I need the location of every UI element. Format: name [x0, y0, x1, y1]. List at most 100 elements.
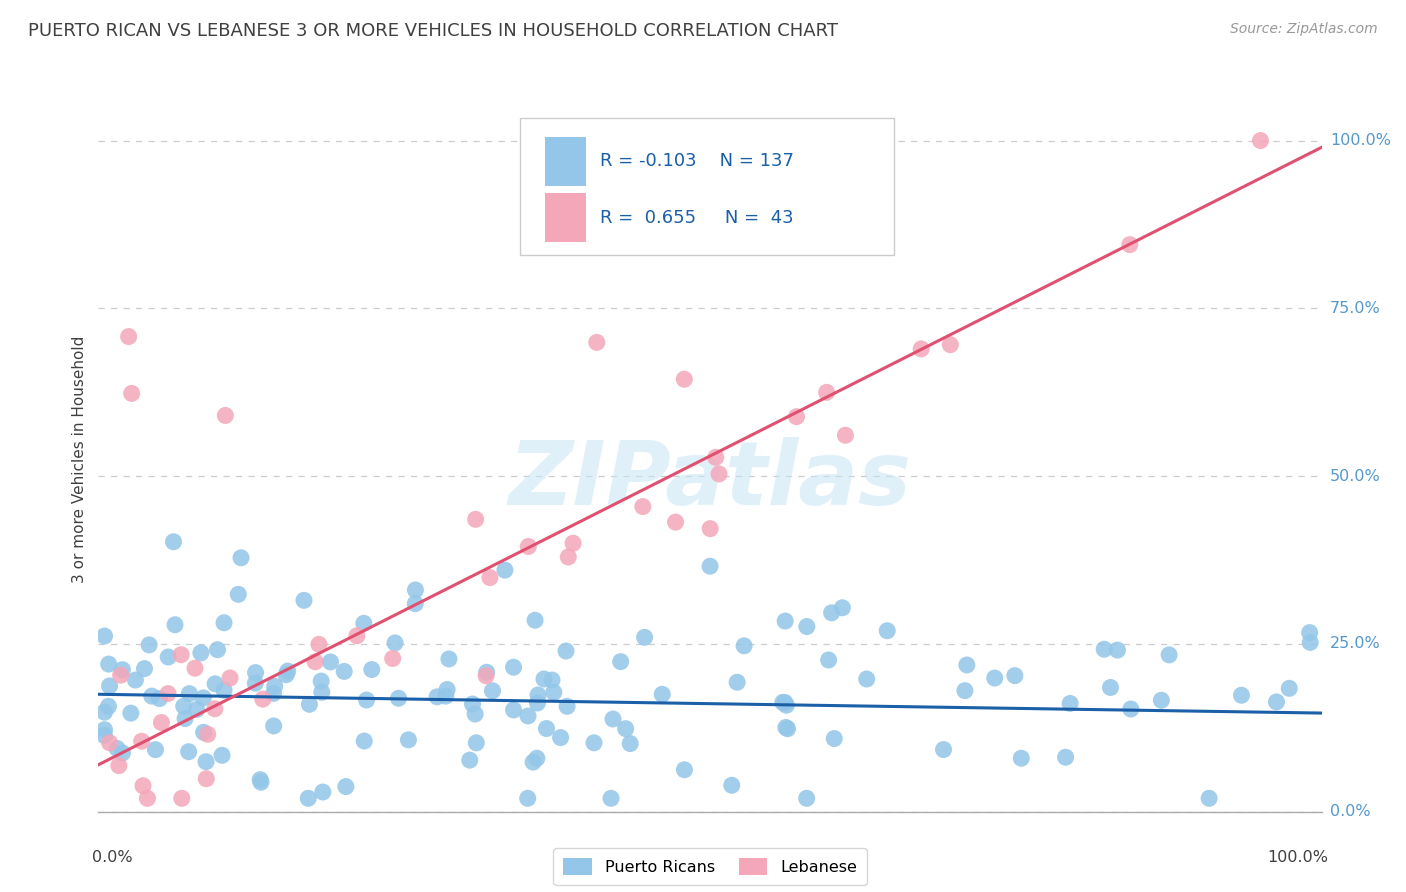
- Point: [174, 712, 197, 726]
- Point: [494, 563, 516, 577]
- Point: [173, 699, 195, 714]
- Legend: Puerto Ricans, Lebanese: Puerto Ricans, Lebanese: [554, 848, 866, 885]
- Y-axis label: 3 or more Vehicles in Household: 3 or more Vehicles in Household: [72, 335, 87, 583]
- Point: [619, 737, 641, 751]
- Point: [1119, 702, 1142, 716]
- Point: [263, 719, 285, 733]
- Point: [1099, 681, 1122, 695]
- Point: [226, 587, 249, 601]
- Point: [136, 791, 159, 805]
- Point: [245, 665, 267, 680]
- Point: [956, 657, 979, 672]
- Point: [177, 745, 200, 759]
- Point: [817, 653, 839, 667]
- Point: [775, 721, 797, 735]
- Point: [309, 674, 332, 689]
- Point: [170, 648, 193, 662]
- Point: [304, 655, 326, 669]
- Point: [517, 709, 540, 723]
- Point: [132, 779, 155, 793]
- Point: [245, 676, 267, 690]
- Point: [131, 734, 153, 748]
- Point: [387, 691, 409, 706]
- Point: [1054, 750, 1077, 764]
- Text: ZIPatlas: ZIPatlas: [509, 437, 911, 524]
- Point: [263, 679, 285, 693]
- Point: [219, 671, 242, 685]
- Point: [276, 667, 298, 681]
- Point: [776, 722, 799, 736]
- Point: [1298, 625, 1320, 640]
- Point: [163, 617, 186, 632]
- Point: [145, 742, 167, 756]
- Point: [526, 751, 548, 765]
- Point: [704, 450, 727, 465]
- Point: [150, 715, 173, 730]
- FancyBboxPatch shape: [546, 137, 586, 186]
- Point: [478, 570, 501, 584]
- Point: [1265, 695, 1288, 709]
- Point: [404, 582, 426, 597]
- Point: [550, 731, 572, 745]
- Point: [190, 646, 212, 660]
- Point: [108, 758, 131, 772]
- Point: [263, 686, 285, 700]
- Point: [773, 614, 796, 628]
- Text: 100.0%: 100.0%: [1330, 133, 1391, 148]
- Point: [98, 679, 121, 693]
- Point: [117, 329, 139, 343]
- Point: [157, 687, 180, 701]
- Point: [785, 409, 807, 424]
- Point: [524, 613, 547, 627]
- Point: [465, 736, 488, 750]
- Point: [1004, 668, 1026, 682]
- Point: [475, 669, 498, 683]
- Point: [252, 692, 274, 706]
- Point: [699, 559, 721, 574]
- Point: [773, 696, 796, 710]
- Point: [533, 672, 555, 686]
- Point: [555, 699, 578, 714]
- Point: [195, 755, 218, 769]
- Point: [360, 663, 382, 677]
- Text: R = -0.103    N = 137: R = -0.103 N = 137: [600, 153, 794, 170]
- Point: [157, 650, 180, 665]
- Point: [426, 690, 449, 704]
- Point: [1119, 237, 1142, 252]
- Point: [585, 335, 607, 350]
- Point: [910, 342, 932, 356]
- Point: [193, 725, 215, 739]
- Point: [396, 732, 419, 747]
- Point: [1230, 688, 1253, 702]
- Point: [111, 746, 134, 760]
- Text: 50.0%: 50.0%: [1330, 468, 1381, 483]
- Point: [602, 712, 624, 726]
- Point: [481, 683, 503, 698]
- Point: [772, 695, 794, 709]
- Point: [633, 630, 655, 644]
- Point: [134, 662, 156, 676]
- Point: [292, 593, 315, 607]
- Point: [502, 660, 524, 674]
- Point: [93, 729, 115, 743]
- Point: [297, 791, 319, 805]
- Point: [522, 755, 544, 769]
- Point: [207, 642, 229, 657]
- Point: [97, 657, 120, 672]
- Point: [308, 637, 330, 651]
- Point: [631, 500, 654, 514]
- Point: [541, 673, 564, 687]
- Point: [356, 693, 378, 707]
- Text: 0.0%: 0.0%: [93, 850, 134, 865]
- Point: [121, 386, 143, 401]
- Point: [93, 705, 115, 719]
- Point: [651, 687, 673, 701]
- Point: [93, 629, 115, 643]
- Point: [517, 540, 540, 554]
- Point: [186, 702, 208, 716]
- Point: [436, 682, 458, 697]
- Point: [673, 372, 696, 386]
- Point: [555, 644, 578, 658]
- Point: [516, 791, 538, 805]
- Point: [815, 385, 838, 400]
